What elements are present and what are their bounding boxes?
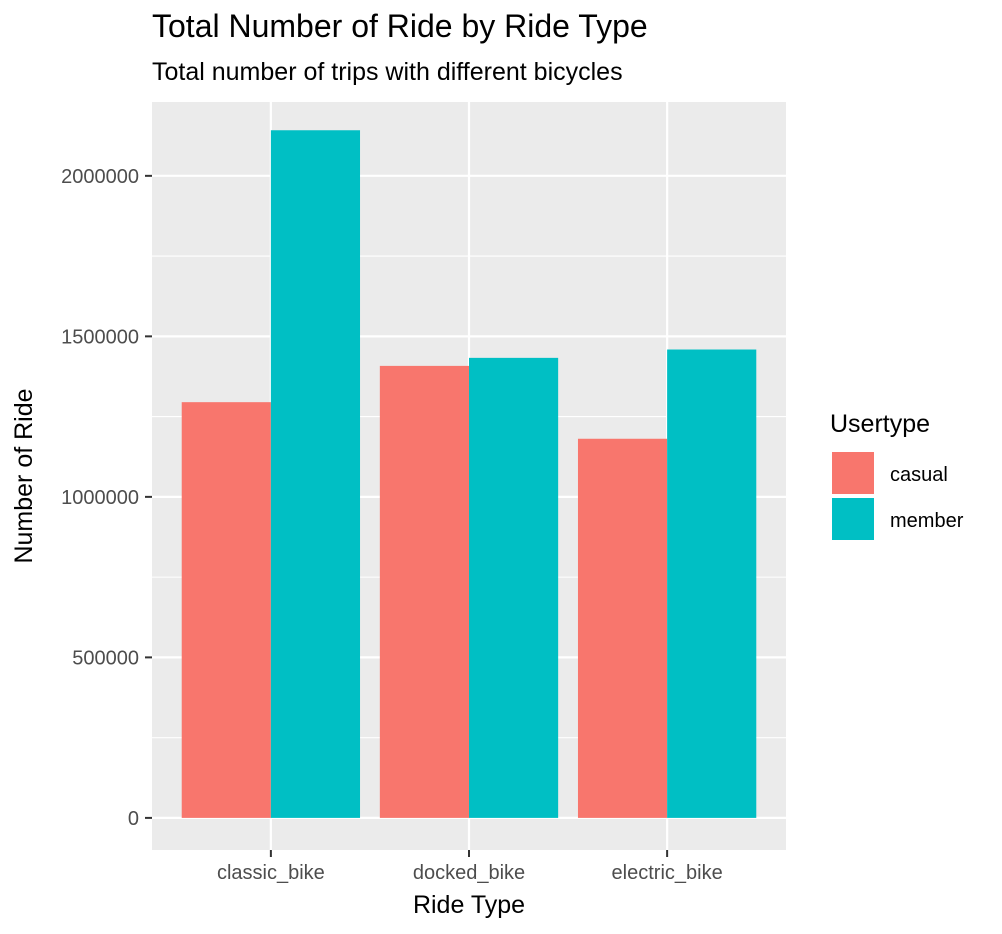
bar-member-docked_bike <box>469 357 559 818</box>
x-axis-title: Ride Type <box>413 891 525 919</box>
bar-casual-docked_bike <box>379 365 469 818</box>
bar-member-electric_bike <box>667 349 757 818</box>
y-tick-label: 500000 <box>72 647 139 669</box>
legend-label-member: member <box>890 510 964 532</box>
bar-casual-classic_bike <box>181 402 271 818</box>
bar-casual-electric_bike <box>577 438 668 818</box>
legend-title: Usertype <box>830 410 930 438</box>
y-axis: 0 500000 1000000 1500000 2000000 <box>61 166 152 830</box>
x-tick-label: docked_bike <box>413 862 525 884</box>
legend-label-casual: casual <box>890 464 948 486</box>
x-tick-label: electric_bike <box>612 862 723 884</box>
bars <box>181 130 757 818</box>
legend-key-casual <box>832 452 874 494</box>
chart-subtitle: Total number of trips with different bic… <box>152 58 623 86</box>
y-tick-label: 2000000 <box>61 166 139 188</box>
legend: Usertype casual member <box>830 410 964 540</box>
chart-title: Total Number of Ride by Ride Type <box>152 8 648 44</box>
legend-key-member <box>832 498 874 540</box>
y-tick-label: 1500000 <box>61 326 139 348</box>
x-tick-label: classic_bike <box>217 862 325 884</box>
y-tick-label: 1000000 <box>61 487 139 509</box>
y-tick-label: 0 <box>128 808 139 830</box>
y-axis-title: Number of Ride <box>10 388 38 563</box>
x-axis: classic_bike docked_bike electric_bike <box>217 850 723 884</box>
bar-member-classic_bike <box>270 130 361 818</box>
